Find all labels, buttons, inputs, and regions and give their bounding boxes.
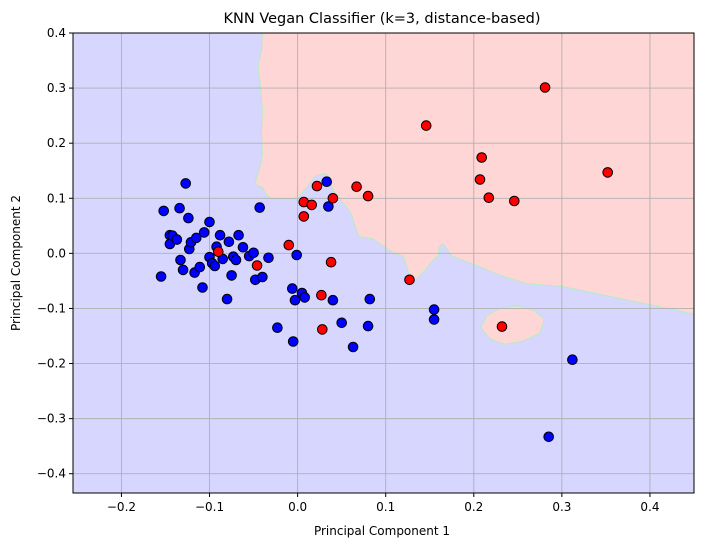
point-blue (171, 234, 183, 245)
point-blue (543, 431, 555, 443)
y-axis-label: Principal Component 2 (9, 195, 23, 331)
y-tick-label: 0.4 (47, 26, 66, 40)
x-axis: −0.2 −0.1 0.0 0.1 0.2 0.3 0.4 (107, 493, 660, 514)
point-blue (197, 282, 208, 293)
y-tick-label: −0.4 (37, 467, 66, 481)
point-red (298, 211, 310, 222)
point-blue (364, 293, 376, 305)
y-tick-label: −0.1 (37, 301, 66, 315)
point-blue (221, 293, 233, 305)
y-tick-label: −0.2 (37, 357, 66, 371)
point-blue (336, 317, 348, 329)
point-red (483, 192, 495, 203)
point-blue (347, 341, 359, 353)
plot-area (72, 32, 695, 494)
region-red-main (254, 33, 694, 315)
point-blue (183, 212, 194, 224)
decision-regions (73, 33, 694, 493)
point-red (316, 289, 327, 301)
point-red (213, 246, 224, 257)
point-red (474, 174, 486, 185)
x-tick-label: 0.4 (640, 500, 659, 514)
point-blue (428, 304, 440, 315)
point-blue (291, 249, 303, 261)
chart-title: KNN Vegan Classifier (k=3, distance-base… (224, 11, 541, 27)
y-tick-label: 0.0 (47, 246, 66, 260)
point-blue (226, 270, 237, 281)
point-blue (299, 292, 311, 303)
plot-frame (72, 32, 695, 494)
y-axis: −0.4 −0.3 −0.2 −0.1 0.0 0.1 0.2 0.3 0.4 (37, 26, 73, 481)
point-red (327, 193, 339, 204)
point-blue (174, 202, 185, 214)
point-red (306, 199, 318, 211)
point-blue (567, 354, 578, 366)
point-red (539, 82, 551, 93)
point-blue (327, 294, 339, 306)
point-blue (257, 271, 268, 283)
x-tick-label: −0.2 (107, 500, 136, 514)
data-points (155, 82, 614, 443)
point-blue (323, 201, 334, 212)
point-blue (209, 260, 221, 272)
point-red (283, 239, 295, 251)
point-blue (248, 247, 259, 259)
point-blue (233, 229, 244, 241)
y-tick-label: 0.1 (47, 191, 66, 205)
point-red (351, 181, 362, 192)
y-tick-label: 0.2 (47, 136, 66, 150)
point-blue (198, 227, 210, 238)
point-red (476, 152, 488, 163)
y-tick-label: 0.3 (47, 81, 66, 95)
point-red (311, 180, 323, 192)
x-tick-label: 0.1 (376, 500, 395, 514)
point-blue (194, 261, 206, 273)
point-red (362, 190, 374, 202)
point-blue (191, 232, 202, 244)
point-blue (254, 202, 266, 213)
point-blue (237, 242, 249, 253)
point-blue (177, 264, 189, 276)
point-red (420, 120, 432, 131)
point-red (317, 324, 328, 335)
point-blue (321, 176, 333, 187)
point-blue (272, 322, 283, 334)
point-blue (362, 320, 374, 332)
point-red (325, 256, 337, 268)
x-tick-label: −0.1 (195, 500, 224, 514)
x-axis-label: Principal Component 1 (314, 524, 450, 538)
point-blue (223, 236, 235, 248)
x-tick-label: 0.2 (464, 500, 483, 514)
point-blue (287, 336, 299, 347)
point-red (404, 274, 415, 286)
point-blue (263, 252, 274, 264)
point-blue (155, 271, 167, 282)
point-blue (214, 229, 226, 241)
point-red (496, 321, 508, 332)
x-tick-label: 0.0 (288, 500, 307, 514)
point-blue (175, 254, 186, 266)
region-red-island (480, 305, 545, 345)
point-red (251, 260, 263, 271)
point-red (602, 167, 614, 178)
point-blue (289, 294, 301, 306)
point-blue (180, 178, 191, 189)
point-blue (287, 283, 298, 294)
y-tick-label: −0.3 (37, 412, 66, 426)
point-blue (230, 254, 242, 266)
point-blue (428, 314, 440, 325)
point-red (509, 195, 520, 207)
point-blue (204, 216, 215, 228)
x-tick-label: 0.3 (552, 500, 571, 514)
point-blue (158, 205, 169, 217)
grid (73, 32, 694, 493)
